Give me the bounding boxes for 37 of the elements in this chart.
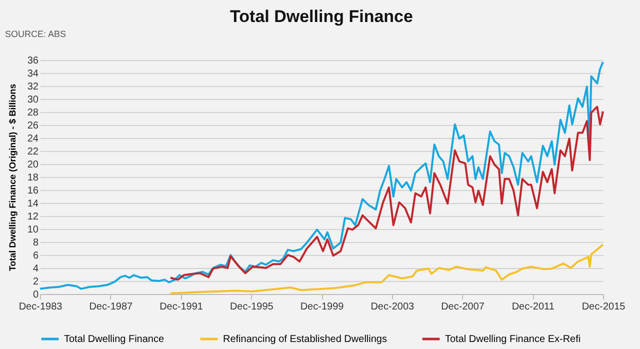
y-tick-label: 34	[27, 68, 39, 80]
y-tick-label: 22	[27, 146, 39, 158]
y-tick-label: 30	[27, 94, 39, 106]
y-tick-label: 8	[32, 238, 39, 248]
line-series	[169, 244, 604, 294]
legend-label: Total Dwelling Finance	[64, 334, 164, 345]
line-series	[39, 60, 604, 290]
x-tick-label: Dec-2015	[582, 302, 626, 312]
y-tick-label: 16	[27, 186, 39, 196]
x-tick-label: Dec-1999	[300, 302, 344, 312]
line-series	[169, 106, 604, 281]
source-note: SOURCE: ABS	[5, 29, 66, 39]
legend-label: Refinancing of Established Dwellings	[223, 334, 387, 345]
legend-label: Total Dwelling Finance Ex-Refi	[445, 334, 581, 345]
x-tick-label: Dec-2007	[441, 302, 485, 312]
x-tick-label: Dec-1995	[230, 302, 274, 312]
chart-title: Total Dwelling Finance	[230, 7, 413, 26]
y-tick-label: 0	[32, 290, 39, 300]
y-tick-label: 4	[32, 264, 39, 274]
y-tick-label: 12	[27, 212, 39, 222]
y-tick-label: 32	[27, 82, 39, 92]
y-axis-title: Total Dwelling Finance (Original) - $ Billions	[7, 84, 18, 272]
y-tick-label: 24	[27, 134, 39, 144]
y-tick-label: 2	[32, 276, 39, 288]
y-tick-label: 36	[27, 56, 39, 66]
y-tick-label: 6	[32, 250, 39, 262]
y-tick-label: 28	[27, 108, 39, 118]
y-tick-label: 10	[27, 224, 39, 236]
y-tick-label: 14	[27, 198, 39, 210]
y-tick-label: 18	[27, 172, 39, 184]
x-tick-label: Dec-2003	[370, 302, 414, 312]
y-tick-label: 20	[27, 160, 39, 170]
x-tick-label: Dec-1991	[160, 302, 204, 312]
x-tick-label: Dec-1983	[18, 302, 63, 312]
y-tick-label: 26	[27, 120, 39, 132]
x-tick-label: Dec-2011	[512, 302, 555, 312]
x-tick-label: Dec-1987	[89, 302, 133, 312]
